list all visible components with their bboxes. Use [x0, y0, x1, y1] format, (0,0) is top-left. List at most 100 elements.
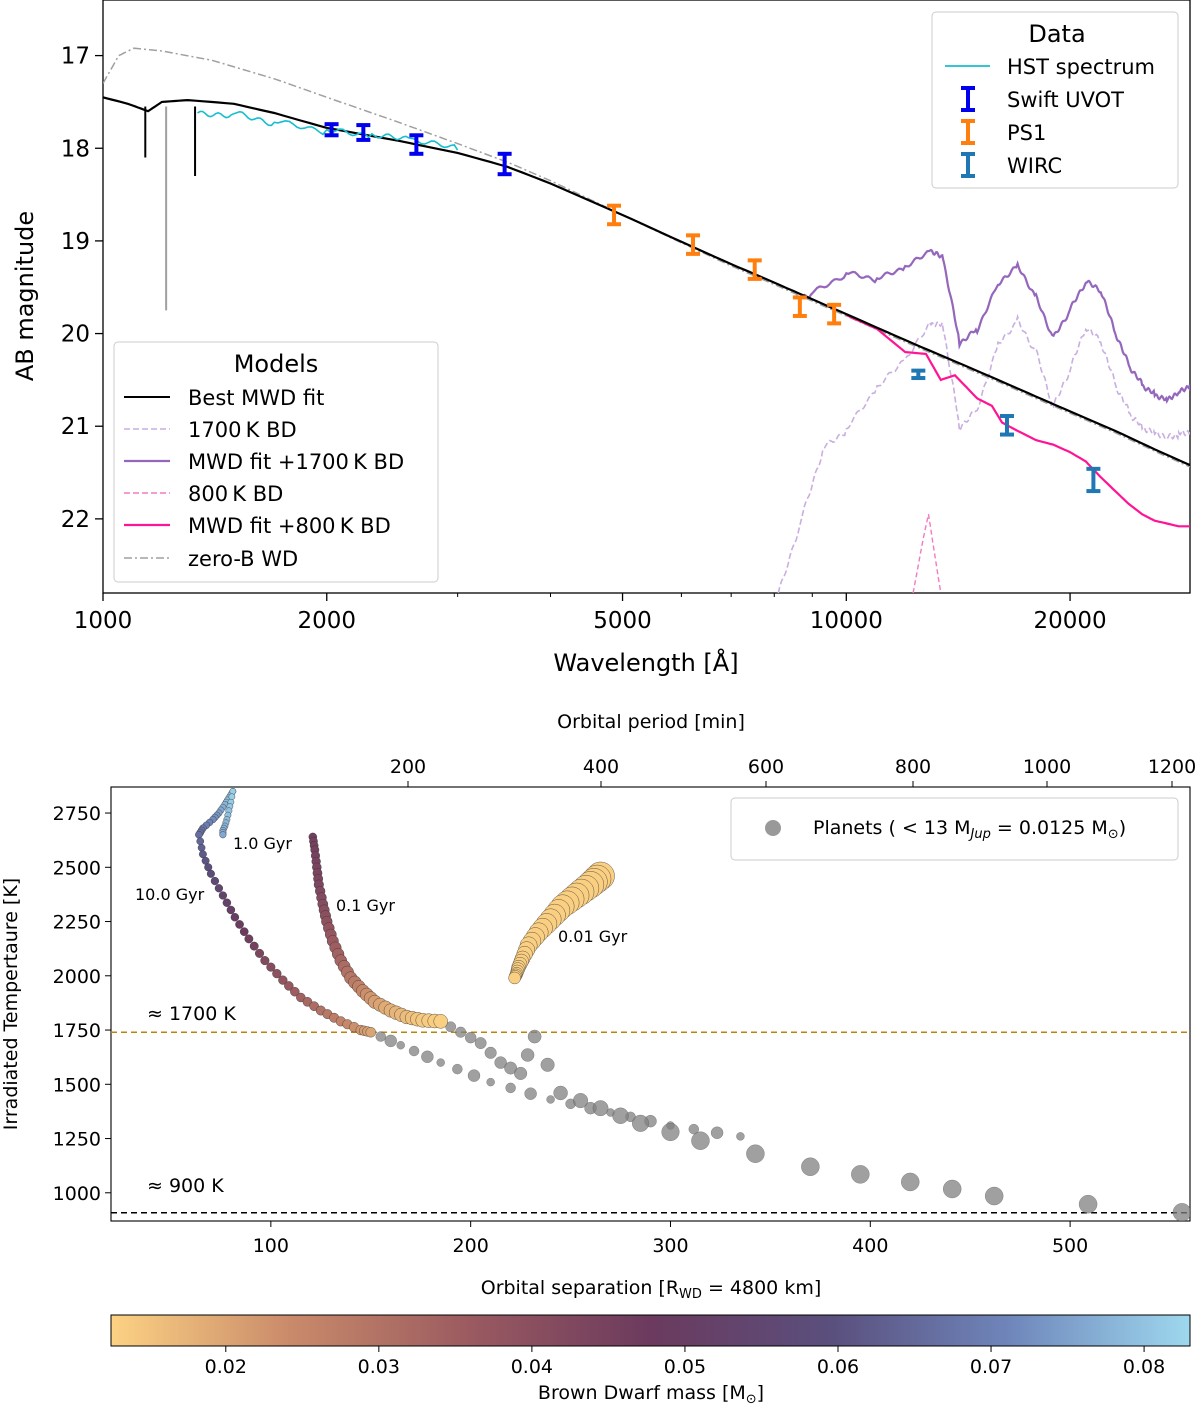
temperature-axis-label: Irradiated Tempertaure [K]: [0, 878, 22, 1130]
legend-best-label: Best MWD fit: [188, 386, 324, 410]
series-zero-b-wd: [103, 47, 1190, 468]
brown-dwarf-point: [266, 962, 276, 972]
period-top-ticks: 200 400 600 800 1000 1200: [390, 756, 1196, 787]
mass-colorbar: 0.02 0.03 0.04 0.05 0.06 0.07 0.08 Brown Dwarf…: [110, 1314, 1191, 1407]
planet-point: [691, 1131, 710, 1150]
hline-900-label: ≈ 900 K: [147, 1175, 224, 1197]
y-tick-label: 19: [61, 229, 90, 255]
planet-point: [632, 1114, 649, 1132]
brown-dwarf-point: [226, 905, 236, 915]
planet-point: [746, 1144, 765, 1163]
brown-dwarf-point: [228, 793, 236, 801]
errorbar-ps1: [607, 203, 622, 227]
separation-axis-label-sub: WD: [679, 1287, 702, 1302]
errorbar-wirc: [1086, 466, 1101, 494]
legend-swift-swatch: [961, 86, 975, 112]
brown-dwarf-point: [249, 941, 259, 951]
spectrum-x-ticks: 1000 2000 5000 10000 20000: [74, 593, 1107, 634]
period-tick-label: 600: [748, 756, 784, 778]
planet-point: [688, 1123, 699, 1135]
planet-point: [514, 1066, 528, 1080]
temperature-tick-label: 2000: [53, 966, 101, 988]
brown-dwarf-point: [214, 884, 224, 893]
y-tick-label: 21: [61, 414, 90, 440]
brown-dwarf-point: [218, 891, 227, 900]
legend-bd800-label: 800 K BD: [188, 482, 283, 506]
brown-dwarf-point: [230, 913, 240, 922]
irradiation-plot-frame: [110, 786, 1191, 1222]
planets-legend: Planets ( < 13 MJup = 0.0125 M⊙): [730, 797, 1179, 861]
isochrone-label-1gyr: 1.0 Gyr: [233, 834, 292, 853]
planet-point: [504, 1061, 517, 1075]
colorbar-tick-label: 0.08: [1123, 1356, 1165, 1378]
separation-tick-label: 300: [652, 1235, 688, 1257]
planet-point: [612, 1107, 629, 1124]
brown-dwarf-point: [278, 975, 288, 985]
brown-dwarf-point: [210, 876, 220, 886]
y-tick-label: 17: [61, 44, 90, 70]
separation-tick-label: 500: [1052, 1235, 1088, 1257]
planet-point: [736, 1132, 745, 1141]
models-legend-title: Models: [234, 350, 319, 378]
series-800-k-bd: [912, 514, 942, 593]
x-tick-label: 1000: [74, 608, 133, 634]
planet-point: [452, 1063, 463, 1075]
spectrum-plot-frame: [102, 0, 1191, 594]
isochrone-label-10gyr: 10.0 Gyr: [135, 885, 205, 904]
planet-point: [592, 1100, 609, 1117]
colorbar-label-main: Brown Dwarf mass [M: [538, 1382, 746, 1404]
errorbar-ps1: [792, 295, 807, 318]
colorbar-tick-label: 0.04: [511, 1356, 553, 1378]
legend-bd1700-label: 1700 K BD: [188, 418, 297, 442]
errorbar-swift-uvot: [324, 122, 339, 138]
legend-wirc-label: WIRC: [1007, 154, 1062, 178]
temperature-tick-label: 2750: [53, 803, 101, 825]
spectrum-x-axis-label: Wavelength [Å]: [553, 648, 738, 677]
planets-legend-marker: [765, 820, 781, 836]
series-mwd-fit-1700-k-bd: [792, 248, 1190, 404]
y-tick-label: 20: [61, 322, 90, 348]
errorbar-wirc: [911, 368, 926, 381]
legend-ps1-swatch: [961, 119, 975, 145]
period-tick-label: 400: [583, 756, 619, 778]
planet-point: [901, 1172, 920, 1192]
spectrum-y-ticks: 17 18 19 20 21 22: [61, 44, 103, 533]
separation-tick-label: 100: [253, 1235, 289, 1257]
separation-x-ticks: 100 200 300 400 500: [253, 1221, 1088, 1257]
spectrum-y-axis-label: AB magnitude: [11, 211, 39, 381]
period-tick-label: 1200: [1148, 756, 1196, 778]
x-tick-label: 5000: [593, 608, 652, 634]
irradiation-panel: 100 200 300 400 500 1000 1250 1500 1750 2000 2250…: [0, 711, 1196, 1302]
planet-point: [465, 1031, 477, 1044]
planet-point: [455, 1026, 467, 1038]
brown-dwarf-point: [296, 992, 306, 1003]
series-mwd-fit-800-k-bd: [845, 313, 1190, 528]
brown-dwarf-point: [199, 850, 207, 859]
colorbar-label-end: ]: [757, 1382, 764, 1404]
planet-point: [474, 1037, 487, 1049]
planet-point: [524, 1087, 537, 1100]
separation-axis-label: Orbital separation [RWD = 4800 km]: [481, 1277, 822, 1302]
y-tick-label: 22: [61, 507, 90, 533]
series-1700-k-bd: [777, 313, 1190, 593]
errorbar-swift-uvot: [409, 133, 424, 156]
errorbar-ps1: [747, 258, 762, 281]
brown-dwarf-point: [365, 1027, 376, 1038]
brown-dwarf-points: [195, 788, 1190, 1221]
brown-dwarf-point: [235, 920, 244, 929]
planet-point: [436, 1058, 445, 1067]
planets-legend-sub: Jup: [968, 827, 991, 842]
legend-wirc-swatch: [961, 152, 975, 178]
temperature-tick-label: 1000: [53, 1183, 101, 1205]
brown-dwarf-point: [239, 927, 249, 936]
colorbar-label: Brown Dwarf mass [M⊙]: [538, 1382, 764, 1407]
brown-dwarf-point: [255, 948, 265, 958]
data-legend-title: Data: [1028, 20, 1085, 48]
brown-dwarf-point: [196, 837, 205, 846]
period-tick-label: 800: [895, 756, 931, 778]
planet-point: [553, 1085, 568, 1101]
planet-point: [661, 1123, 680, 1141]
errorbar-ps1: [827, 302, 842, 326]
models-legend: Models Best MWD fit 1700 K BD MWD fit +1…: [113, 341, 439, 583]
x-tick-label: 20000: [1033, 608, 1106, 634]
